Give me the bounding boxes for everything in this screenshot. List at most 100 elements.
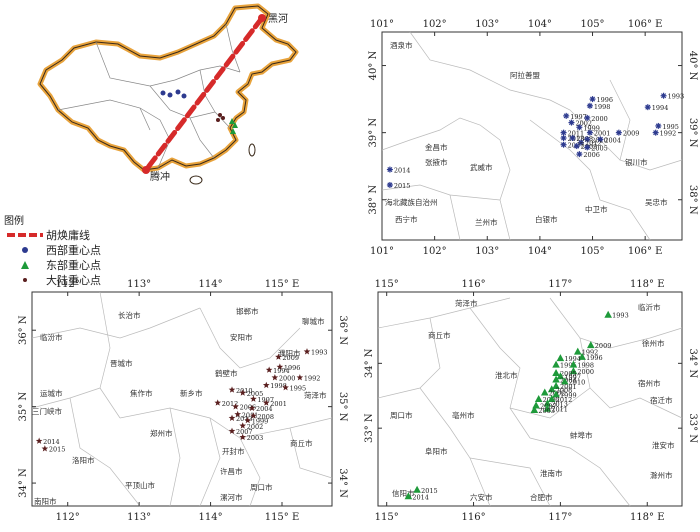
mid-axis-ticks: 112° 112° 113° 113° 114° 114° 115° E 115° E 36° …	[18, 279, 348, 523]
legend-item-hu-line: 胡焕庸线	[4, 227, 164, 242]
lon-tick-label: 112°	[56, 279, 80, 290]
centroid-marker	[386, 166, 393, 173]
place-label: 安阳市	[230, 332, 253, 342]
place-label: 兰州市	[475, 217, 498, 227]
place-label: 中卫市	[585, 204, 608, 214]
centroid-marker	[271, 374, 279, 381]
year-label: 2001	[560, 383, 577, 391]
lat-tick-label: 33° N	[687, 413, 698, 443]
centroid-marker	[250, 395, 257, 402]
lat-tick-label: 40° N	[368, 50, 379, 80]
lat-tick-label: 34° N	[337, 468, 348, 498]
year-label: 2010	[569, 378, 586, 386]
year-label: 1998	[594, 103, 611, 111]
centroid-marker	[244, 416, 252, 424]
centroid-marker	[296, 374, 304, 381]
centroid-marker	[584, 114, 591, 121]
centroid-marker	[655, 122, 662, 129]
centroid-marker	[214, 399, 222, 406]
place-label: 宿州市	[638, 378, 661, 388]
year-label: 2012	[556, 396, 573, 404]
lon-tick-label: 115°	[375, 512, 399, 523]
centroid-marker	[644, 104, 651, 111]
centroid-marker	[534, 395, 543, 402]
year-label: 1992	[304, 375, 321, 383]
legend-label: 大陆重心点	[46, 273, 101, 287]
place-label: 焦作市	[130, 388, 153, 398]
centroid-marker	[577, 139, 584, 146]
year-label: 2009	[623, 130, 640, 138]
place-label: 邯郸市	[236, 306, 259, 316]
lon-tick-label: 112°	[56, 512, 80, 523]
place-label: 鹤壁市	[215, 368, 238, 378]
lon-tick-label: 116°	[461, 512, 485, 523]
place-label: 洛阳市	[72, 455, 95, 465]
lon-tick-label: 106° E	[628, 246, 663, 257]
centroid-marker	[576, 151, 583, 158]
year-label: 2009	[595, 342, 612, 350]
centroid-marker	[586, 129, 593, 136]
centroid-marker	[248, 404, 256, 411]
west-axis-ticks: 101° 101° 102° 102° 103° 103° 104° 104° 105° 105°…	[368, 19, 698, 257]
centroid-marker	[250, 412, 257, 419]
year-label: 1996	[284, 364, 301, 372]
centroid-marker	[615, 129, 622, 136]
lon-tick-label: 102°	[423, 246, 447, 257]
city-marker-heihe	[258, 14, 266, 22]
centroid-marker	[35, 437, 43, 444]
year-label: 1995	[662, 123, 679, 131]
centroid-marker	[589, 96, 596, 103]
centroid-marker	[413, 485, 421, 493]
centroid-marker	[560, 377, 569, 385]
year-label: 2013	[551, 401, 568, 409]
place-label: 临汾市	[40, 332, 63, 342]
place-label: 临沂市	[638, 302, 661, 312]
year-label: 2005	[560, 370, 577, 378]
place-label: 淮北市	[495, 370, 518, 380]
place-label: 菏泽市	[455, 298, 478, 308]
centroid-marker	[547, 385, 556, 393]
centroid-marker	[386, 181, 393, 188]
place-label: 合肥市	[530, 492, 553, 502]
centroid-marker	[586, 102, 593, 109]
place-label: 周口市	[390, 410, 413, 420]
centroid-marker	[239, 389, 247, 396]
centroid-marker	[282, 384, 289, 391]
lon-tick-label: 103°	[475, 19, 499, 30]
east-centroid-map: 115° 115° 116° 116° 117° 117° 118° E 118° E 34° …	[364, 279, 698, 523]
centroid-marker	[543, 404, 552, 412]
centroid-marker	[563, 112, 570, 119]
east-axis-ticks: 115° 115° 116° 116° 117° 117° 118° E 118° E 34° …	[364, 279, 698, 523]
lon-tick-label: 102°	[423, 19, 447, 30]
lat-tick-label: 39° N	[687, 118, 698, 148]
place-label: 白银市	[535, 214, 558, 224]
centroid-marker	[587, 341, 595, 349]
centroid-marker	[275, 353, 282, 360]
year-label: 2006	[240, 404, 257, 412]
centroid-marker	[41, 445, 49, 452]
place-label: 阿拉善盟	[510, 70, 540, 80]
year-label: 2001	[594, 130, 611, 138]
year-label: 2002	[575, 120, 592, 128]
place-label: 开封市	[222, 446, 245, 456]
centroid-marker	[576, 124, 583, 131]
inset-east-cluster	[229, 118, 238, 134]
centroid-marker	[552, 369, 560, 377]
centroid-marker	[560, 129, 567, 136]
centroid-marker	[552, 360, 560, 368]
place-label: 商丘市	[290, 438, 313, 448]
lon-tick-label: 101°	[370, 19, 394, 30]
china-inset-map: 黑河 腾冲	[37, 3, 299, 185]
city-label-heihe: 黑河	[268, 13, 288, 25]
map-frame	[381, 31, 683, 241]
year-label: 1999	[583, 124, 600, 132]
place-label: 晋城市	[110, 358, 133, 368]
legend-title: 图例	[4, 216, 24, 227]
centroid-marker	[228, 427, 236, 434]
centroid-marker	[604, 310, 612, 318]
lon-tick-label: 104°	[528, 19, 552, 30]
boundaries	[377, 297, 683, 507]
lon-tick-label: 106° E	[628, 19, 663, 30]
place-label: 金昌市	[425, 142, 448, 152]
